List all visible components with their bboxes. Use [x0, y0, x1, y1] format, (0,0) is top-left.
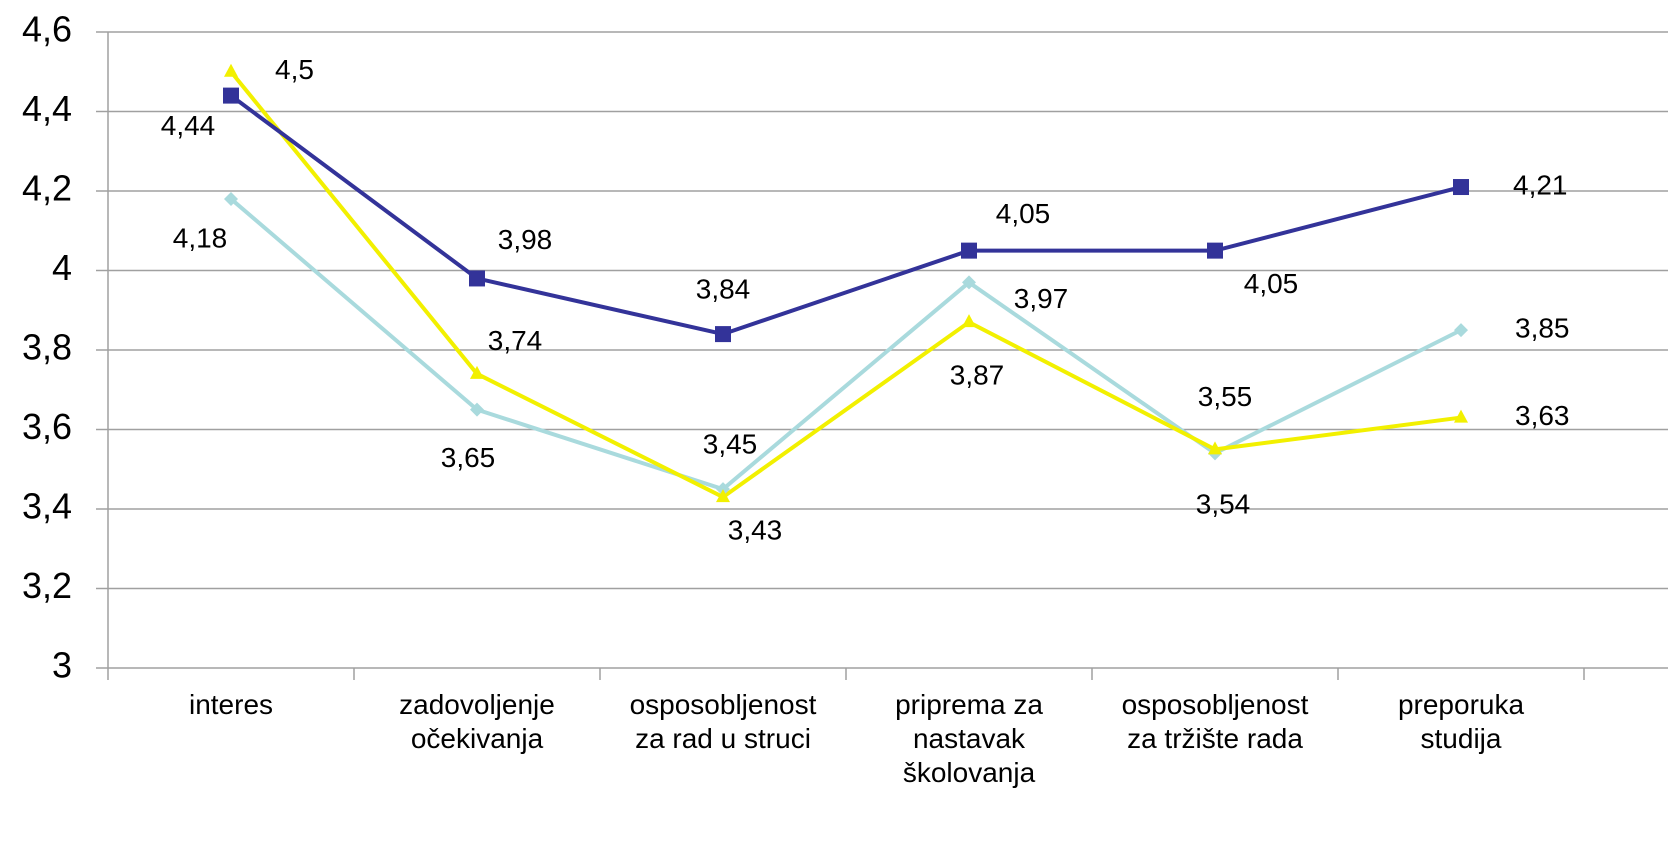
data-label: 4,05 [1244, 268, 1299, 299]
marker [961, 242, 977, 259]
y-tick-label: 4 [52, 247, 72, 288]
x-tick-label: osposobljenost za tržište rada [1121, 689, 1309, 754]
data-label: 3,85 [1515, 313, 1570, 344]
data-label: 3,63 [1515, 400, 1570, 431]
data-label: 4,18 [173, 222, 228, 253]
x-tick-label: preporuka studija [1397, 689, 1525, 754]
marker [716, 489, 730, 503]
marker [470, 365, 484, 379]
series-line [229, 70, 1462, 500]
data-label: 3,65 [441, 442, 496, 473]
y-tick-label: 3,6 [22, 406, 72, 447]
marker [224, 191, 238, 206]
data-label: 3,97 [1014, 283, 1069, 314]
series-line [229, 93, 1462, 337]
data-label: 3,87 [950, 360, 1005, 391]
data-label: 4,05 [996, 198, 1051, 229]
x-tick-label: osposobljenost za rad u struci [629, 689, 817, 754]
y-tick-label: 4,2 [22, 168, 72, 209]
x-tick-label: interes [188, 689, 274, 720]
y-tick-label: 3,2 [22, 565, 72, 606]
marker [470, 402, 484, 417]
data-label: 3,45 [703, 429, 758, 460]
data-label: 3,74 [488, 325, 543, 356]
marker [1207, 242, 1223, 259]
data-label: 3,55 [1198, 381, 1253, 412]
data-label: 4,44 [161, 110, 216, 141]
data-label: 4,5 [275, 54, 314, 85]
data-label: 3,54 [1196, 489, 1251, 520]
series-line [229, 197, 1462, 492]
marker [224, 63, 238, 77]
y-tick-label: 3,8 [22, 327, 72, 368]
marker [962, 275, 976, 290]
marker [1208, 441, 1222, 455]
marker [715, 326, 731, 343]
y-tick-label: 4,6 [22, 9, 72, 50]
x-tick-label: zadovoljenje očekivanja [399, 689, 555, 754]
data-label: 3,84 [696, 273, 751, 304]
marker [223, 87, 239, 104]
marker [469, 270, 485, 287]
marker [1453, 179, 1469, 196]
data-label: 3,43 [728, 514, 783, 545]
data-label: 4,21 [1513, 169, 1568, 200]
data-label: 3,98 [498, 224, 553, 255]
marker [1454, 323, 1468, 338]
marker [1454, 409, 1468, 423]
marker [962, 314, 976, 328]
x-tick-label: priprema za nastavak školovanja [895, 689, 1043, 788]
y-tick-label: 3,4 [22, 486, 72, 527]
y-tick-label: 4,4 [22, 88, 72, 129]
y-tick-label: 3 [52, 645, 72, 686]
